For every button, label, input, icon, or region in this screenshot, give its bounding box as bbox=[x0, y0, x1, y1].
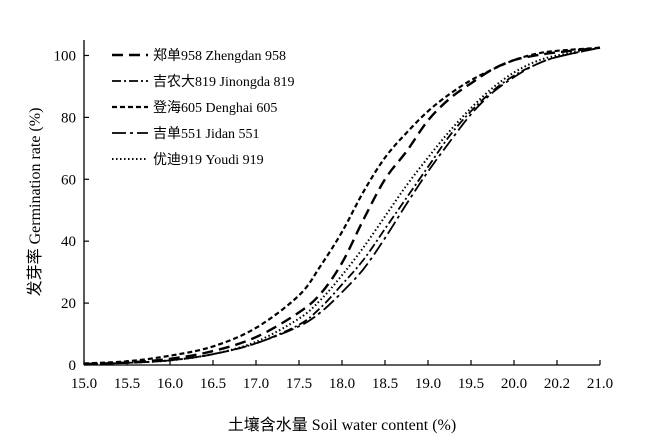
y-tick-label: 80 bbox=[61, 110, 76, 126]
x-tick-label: 18.5 bbox=[372, 376, 398, 392]
y-tick-label: 20 bbox=[61, 296, 76, 312]
x-tick-label: 17.0 bbox=[243, 376, 269, 392]
series-line-5 bbox=[83, 46, 601, 366]
y-axis-title: 发芽率 Germination rate (%) bbox=[26, 108, 44, 297]
series-line-4 bbox=[83, 46, 601, 365]
x-tick-label: 19.5 bbox=[458, 376, 484, 392]
y-tick-label: 0 bbox=[69, 358, 77, 374]
legend-label-3: 登海605 Denghai 605 bbox=[153, 100, 277, 116]
y-ticks: 0 20 40 60 80 100 bbox=[54, 48, 89, 374]
x-tick-label: 16.0 bbox=[157, 376, 183, 392]
x-tick-label: 15.0 bbox=[71, 376, 97, 392]
x-tick-label: 20.2 bbox=[544, 376, 570, 392]
series-line-2 bbox=[83, 46, 601, 365]
series-line-3 bbox=[83, 46, 601, 365]
legend-label-2: 吉农大819 Jinongda 819 bbox=[153, 74, 295, 90]
legend-label-4: 吉单551 Jidan 551 bbox=[153, 126, 260, 142]
legend: 郑单958 Zhengdan 958 吉农大819 Jinongda 819 登海6… bbox=[112, 48, 295, 168]
series-lines bbox=[83, 46, 601, 366]
x-tick-label: 16.5 bbox=[200, 376, 226, 392]
x-tick-label: 19.0 bbox=[415, 376, 441, 392]
y-tick-label: 60 bbox=[61, 172, 76, 188]
x-ticks: 15.0 15.5 16.0 16.5 17.0 17.5 18.0 18.5 19.0 19.5… bbox=[71, 360, 613, 392]
series-line-1 bbox=[83, 46, 601, 366]
x-tick-label: 17.5 bbox=[286, 376, 312, 392]
x-tick-label: 18.0 bbox=[329, 376, 355, 392]
y-tick-label: 100 bbox=[54, 48, 77, 64]
legend-label-1: 郑单958 Zhengdan 958 bbox=[153, 48, 286, 64]
x-tick-label: 15.5 bbox=[114, 376, 140, 392]
x-tick-label: 20.0 bbox=[501, 376, 527, 392]
legend-label-5: 优迪919 Youdi 919 bbox=[153, 152, 264, 168]
y-tick-label: 40 bbox=[61, 234, 76, 250]
x-tick-label: 21.0 bbox=[587, 376, 613, 392]
x-axis-title: 土壤含水量 Soil water content (%) bbox=[228, 415, 456, 434]
